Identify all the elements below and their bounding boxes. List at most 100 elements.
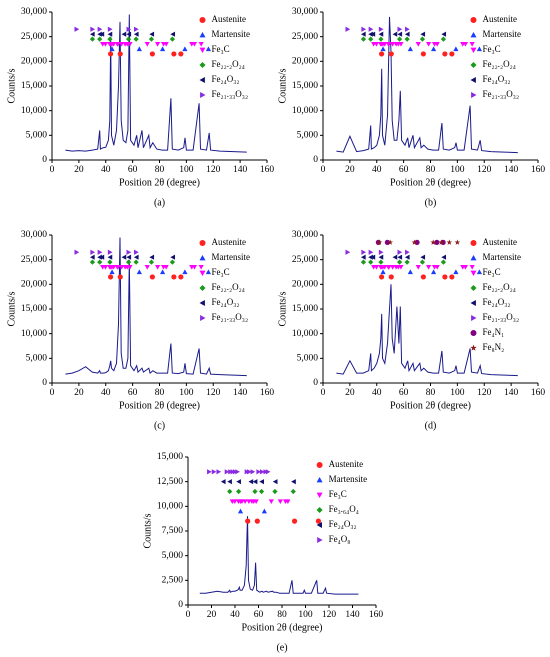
x-tick-label: 140 [233,388,248,398]
y-tick-label: 10,000 [292,329,318,339]
y-tick-label: 10,000 [157,502,183,512]
phase-marker [390,264,396,270]
phase-marker [405,249,410,255]
legend-label: Fe₂₄O₃₂ [483,74,511,84]
phase-marker [442,274,448,280]
y-tick-label: 25,000 [292,32,318,42]
phase-marker [396,36,403,42]
phase-marker [272,488,278,495]
phase-marker [378,274,385,280]
phase-marker [387,239,394,245]
phase-marker [430,269,437,275]
phase-marker [205,46,212,52]
phase-marker [244,469,250,475]
phase-marker [90,26,96,32]
x-tick-label: 60 [399,165,409,175]
panel-label: (b) [425,197,437,208]
legend-label: Austenite [483,237,518,247]
phase-marker [97,249,103,255]
phase-marker [253,499,259,504]
y-axis-title: Counts/s [277,68,288,103]
phase-marker [373,41,380,47]
phase-marker [360,254,366,260]
phase-marker [191,264,198,270]
xrd-pattern [199,516,359,595]
phase-marker [227,479,232,485]
x-tick-label: 100 [179,388,194,398]
phase-marker [121,254,127,260]
x-tick-label: 0 [186,610,191,620]
x-tick-label: 0 [321,388,326,398]
phase-marker [396,259,403,265]
phase-marker [404,259,410,265]
phase-marker [380,46,386,52]
phase-marker [125,36,132,42]
y-tick-label: 2,500 [162,576,184,586]
phase-marker [74,26,80,32]
panel-label: (d) [425,420,437,431]
y-tick-label: 5,000 [26,131,48,141]
phase-marker [430,46,437,52]
phase-marker [420,51,426,57]
x-tick-label: 20 [207,610,217,620]
phase-marker [89,259,96,265]
phase-marker [404,36,410,42]
phase-marker [384,239,390,245]
y-tick-label: 25,000 [21,255,47,265]
phase-marker [133,259,139,265]
phase-marker [171,51,177,57]
phase-marker [119,264,125,270]
phase-marker [386,264,392,270]
x-tick-label: 80 [155,165,165,175]
phase-marker [170,254,176,260]
phase-marker [370,31,376,37]
phase-marker [102,264,109,270]
phase-marker [205,269,212,275]
phase-marker [430,239,437,245]
legend-label: Fe₄O₈ [329,534,351,544]
legend-marker [316,492,323,498]
phase-marker [272,479,278,485]
y-tick-label: 30,000 [292,230,318,240]
legend-label: Austenite [483,14,518,24]
x-axis-title: Position 2θ (degree) [119,177,200,188]
y-tick-label: 0 [313,378,318,388]
phase-marker [242,499,248,504]
phase-marker [134,249,139,255]
panel-label: (c) [154,420,165,431]
phase-marker [368,259,374,265]
x-tick-label: 120 [322,610,337,620]
legend-label: Fe₂₂.₂O₂₄ [212,282,245,292]
phase-marker [97,259,103,265]
legend-marker [470,77,476,83]
legend-label: Fe₂₂.₂O₂₄ [483,282,516,292]
phase-marker [441,31,447,37]
legend-label: Fe₄N₁ [483,327,505,337]
phase-marker [235,469,240,475]
legend-marker [470,240,477,246]
phase-marker [449,274,455,280]
legend-marker [316,507,323,513]
x-axis-title: Position 2θ (degree) [390,177,471,188]
legend-label: Austenite [212,14,247,24]
x-tick-label: 60 [128,388,138,398]
phase-marker [390,41,396,47]
phase-marker [232,499,238,504]
legend-label: Fe₃C [329,489,347,499]
phase-marker [360,259,367,265]
xrd-pattern [65,14,247,153]
phase-marker [126,31,132,37]
phase-marker [360,31,366,37]
phase-marker [97,36,103,42]
phase-marker [256,469,262,475]
phase-marker [252,488,258,495]
legend-marker [470,300,476,306]
phase-marker [378,51,385,57]
phase-marker [126,249,132,255]
legend-marker [199,77,205,83]
phase-marker [121,31,127,37]
phase-marker [404,31,410,37]
phase-marker [248,479,254,485]
phase-marker [259,479,264,485]
